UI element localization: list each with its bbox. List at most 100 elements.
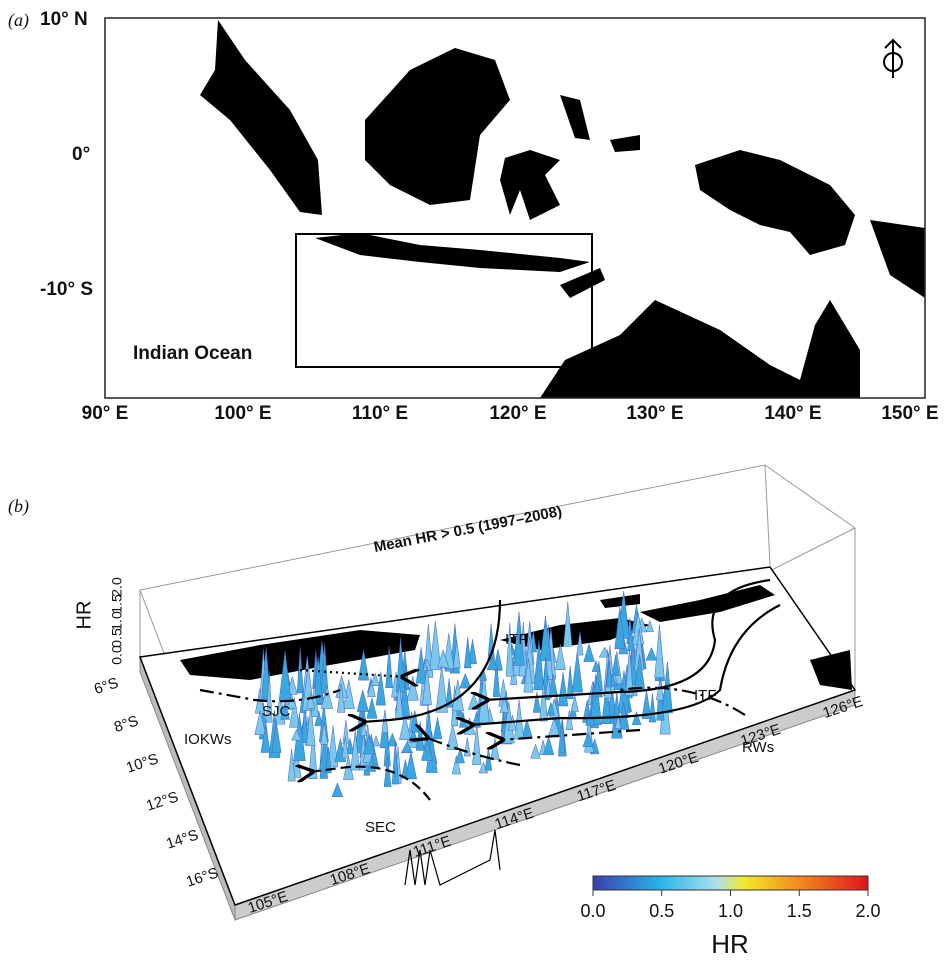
spike [455, 747, 465, 764]
spike [362, 733, 376, 755]
lat-label: 0° [72, 144, 90, 165]
lon-label: 100° E [214, 403, 271, 424]
spike [372, 735, 381, 747]
spike [325, 747, 332, 774]
spike [625, 647, 634, 696]
spike [331, 782, 344, 798]
z-axis-label: HR [73, 601, 95, 630]
spike [367, 680, 376, 697]
spike [301, 698, 309, 743]
spike [320, 722, 329, 745]
flow-label: SJC [262, 703, 291, 720]
spike [614, 714, 622, 729]
flow-label: ITF [694, 687, 717, 704]
flow-label: IOKWs [184, 731, 232, 748]
spike [557, 672, 569, 707]
spike [546, 701, 556, 716]
spike [271, 722, 282, 753]
colorbar-tick-label: 0.0 [580, 901, 605, 921]
spike [254, 710, 267, 735]
spike [435, 665, 448, 713]
lon-label: 130° E [626, 403, 683, 424]
lat-label: 6°S [92, 674, 120, 698]
spike [341, 736, 349, 759]
spike [289, 697, 300, 728]
spike [370, 672, 380, 686]
spike [265, 671, 273, 723]
lon-label: 110° E [352, 403, 408, 424]
spike [306, 705, 316, 747]
spike [336, 683, 346, 713]
spike [492, 658, 501, 697]
spike [385, 646, 393, 688]
z-tick-label: 2.0 [109, 577, 125, 597]
spike [452, 640, 461, 669]
colorbar [592, 875, 869, 891]
spike [605, 659, 613, 688]
spike [285, 696, 298, 709]
spike [320, 685, 334, 709]
colorbar-tick-label: 1.5 [787, 901, 812, 921]
spike [589, 673, 602, 725]
spike [345, 738, 355, 755]
lat-label: 10° N [40, 9, 88, 30]
spike [654, 624, 665, 678]
spike [656, 678, 665, 701]
spike [400, 741, 414, 754]
panel-label: (b) [8, 496, 29, 517]
panel-label: (a) [8, 10, 29, 31]
spike [327, 725, 339, 768]
spike [406, 676, 419, 701]
lat-label: -10° S [40, 279, 93, 300]
spike [565, 709, 574, 730]
spike [523, 658, 534, 693]
spike [543, 735, 555, 756]
spike [548, 674, 558, 695]
spike [291, 728, 302, 741]
spike [366, 697, 378, 719]
spike [558, 720, 566, 753]
annotation: Indian Ocean [133, 343, 252, 364]
spike [356, 688, 369, 712]
spike [350, 730, 360, 771]
study-box [295, 233, 593, 368]
hr-spikes [254, 590, 673, 798]
flow-label: SEC [365, 819, 396, 836]
spike [627, 627, 635, 651]
spike [566, 665, 574, 699]
spike [591, 660, 601, 672]
lon-label: 140° E [764, 403, 821, 424]
spike [314, 709, 324, 727]
spike [614, 606, 626, 650]
map-frame [104, 17, 926, 399]
flow-label: ITF [505, 631, 528, 648]
north-arrow [883, 38, 903, 78]
spike [432, 717, 443, 740]
spike [583, 643, 595, 662]
lat-label: 14°S [164, 826, 200, 852]
spike [645, 647, 658, 661]
spike [358, 649, 369, 681]
spike [571, 650, 583, 693]
spike [486, 656, 499, 670]
spike [429, 621, 442, 671]
spike [463, 637, 472, 669]
lon-label: 120° E [489, 403, 546, 424]
spike [445, 678, 453, 708]
spike [530, 743, 541, 759]
lat-label: 12°S [144, 788, 180, 814]
spike [563, 601, 573, 647]
spike [533, 640, 545, 691]
lon-label: 150° E [881, 403, 938, 424]
spike [611, 654, 620, 676]
flow-arrows [199, 578, 781, 886]
z-tick-label: 0.5 [109, 628, 125, 648]
z-tick-label: 1.5 [109, 594, 125, 614]
spike [437, 648, 449, 668]
spike [287, 748, 296, 782]
spike [645, 619, 654, 632]
z-tick-label: 1.0 [109, 611, 125, 631]
panel-title: Mean HR > 0.5 (1997–2008) [372, 503, 563, 556]
colorbar-tick-label: 0.5 [649, 901, 674, 921]
